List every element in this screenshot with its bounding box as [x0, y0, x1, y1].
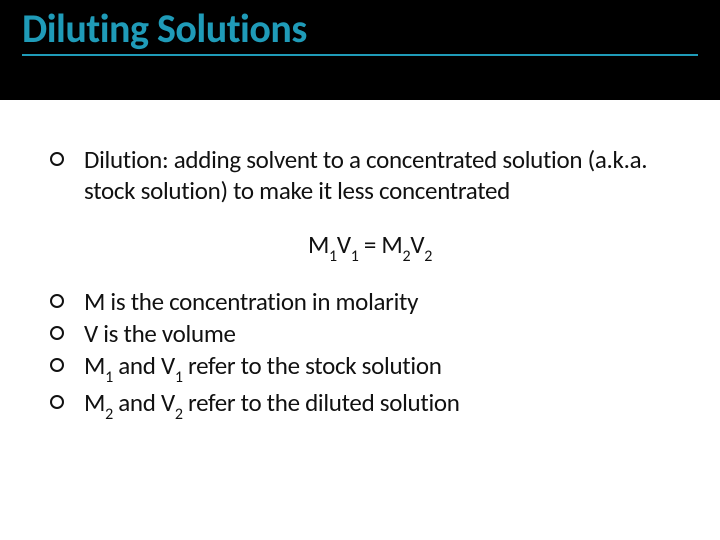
dilution-equation: M1V1 = M2V2	[308, 229, 432, 264]
bullet-text: V is the volume	[84, 318, 236, 349]
bullet-marker-icon	[50, 395, 64, 409]
slide-header: Diluting Solutions	[0, 0, 720, 100]
bullet-text: M2 and V2 refer to the diluted solution	[84, 387, 460, 423]
bullet-marker-icon	[50, 358, 64, 372]
txt-post: refer to the stock solution	[183, 350, 442, 381]
eq-m2: M	[381, 229, 402, 260]
eq-equals: =	[359, 229, 382, 260]
bullet-marker-icon	[50, 152, 64, 166]
bullet-text: Dilution: adding solvent to a concentrat…	[84, 144, 690, 207]
slide-content: Dilution: adding solvent to a concentrat…	[0, 100, 720, 423]
eq-v1: V	[337, 229, 351, 260]
bullet-item-3: V is the volume	[50, 318, 690, 349]
equation-block: M1V1 = M2V2	[50, 229, 690, 264]
bullet-marker-icon	[50, 326, 64, 340]
bullet-text: M1 and V1 refer to the stock solution	[84, 350, 442, 386]
txt-post: refer to the diluted solution	[183, 387, 460, 418]
bullet-item-5: M2 and V2 refer to the diluted solution	[50, 387, 690, 423]
bullet-list-2: M is the concentration in molarity V is …	[50, 286, 690, 424]
txt-mid: and V	[113, 387, 175, 418]
title-underline	[22, 54, 698, 56]
eq-sub-1: 1	[329, 247, 337, 266]
eq-sub-3: 2	[403, 247, 411, 266]
bullet-item-1: Dilution: adding solvent to a concentrat…	[50, 144, 690, 207]
txt-sub1: 1	[105, 368, 113, 387]
txt-pre: M	[84, 350, 105, 381]
bullet-marker-icon	[50, 294, 64, 308]
txt-sub1: 2	[105, 405, 113, 424]
slide-title: Diluting Solutions	[22, 8, 698, 50]
txt-sub2: 2	[175, 405, 183, 424]
txt-pre: M	[84, 387, 105, 418]
bullet-item-4: M1 and V1 refer to the stock solution	[50, 350, 690, 386]
eq-sub-2: 1	[351, 247, 359, 266]
bullet-item-2: M is the concentration in molarity	[50, 286, 690, 317]
eq-m1: M	[308, 229, 329, 260]
txt-sub2: 1	[175, 368, 183, 387]
eq-v2: V	[410, 229, 424, 260]
txt-mid: and V	[113, 350, 175, 381]
bullet-text: M is the concentration in molarity	[84, 286, 418, 317]
eq-sub-4: 2	[424, 247, 432, 266]
